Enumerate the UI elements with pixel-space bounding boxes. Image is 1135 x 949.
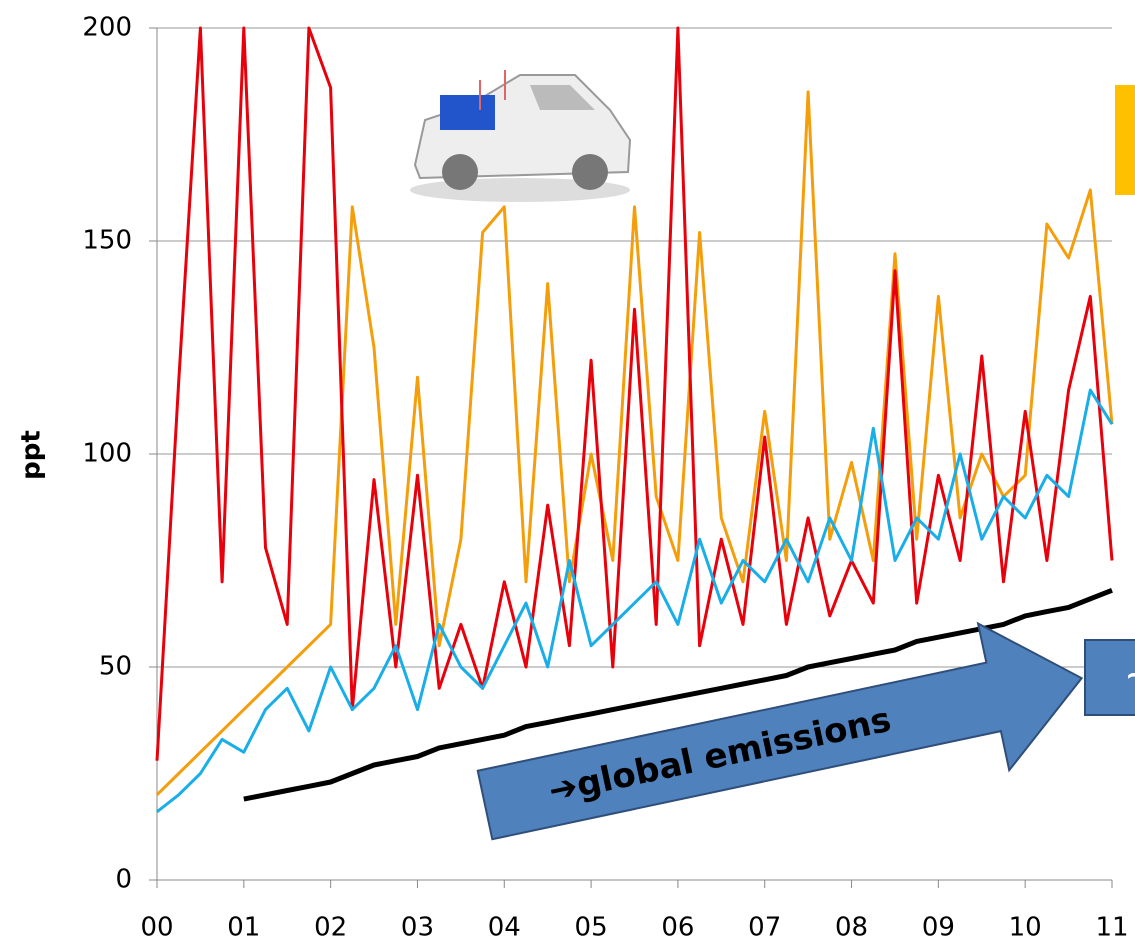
- callout-text: ~: [1125, 659, 1135, 694]
- y-tick-label: 150: [82, 226, 132, 256]
- data-line: [155, 26, 1114, 761]
- x-tick-label: 00: [140, 913, 173, 943]
- x-tick-label: 04: [488, 913, 521, 943]
- x-tick-label: 03: [401, 913, 434, 943]
- x-tick-label: 06: [661, 913, 694, 943]
- x-tick-label: 11: [1095, 913, 1128, 943]
- x-tick-label: 05: [575, 913, 608, 943]
- y-tick-label: 200: [82, 13, 132, 43]
- car-image: [410, 70, 632, 202]
- data-line: [156, 388, 1114, 813]
- data-line: [243, 587, 1113, 802]
- y-tick-label: 100: [82, 439, 132, 469]
- y-axis-label: ppt: [17, 430, 47, 480]
- x-tick-label: 10: [1009, 913, 1042, 943]
- data-line: [155, 90, 1114, 796]
- y-tick-label: 0: [115, 865, 132, 895]
- callout-box: [1084, 639, 1135, 716]
- legend-box-fragment: [1115, 85, 1135, 195]
- arrow: ➔global emissions: [476, 621, 1084, 841]
- x-tick-label: 02: [314, 913, 347, 943]
- x-tick-label: 08: [835, 913, 868, 943]
- x-tick-label: 01: [227, 913, 260, 943]
- y-tick-label: 50: [99, 652, 132, 682]
- x-tick-label: 07: [748, 913, 781, 943]
- x-tick-label: 09: [922, 913, 955, 943]
